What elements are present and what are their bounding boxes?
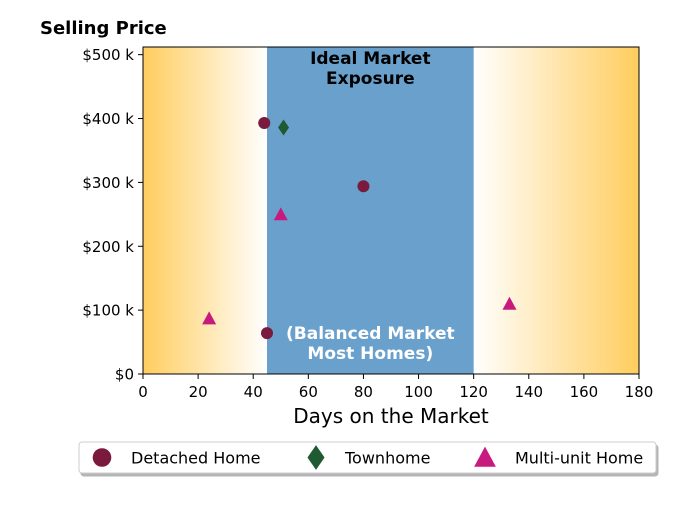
legend: Detached Home Townhome Multi-unit Home: [78, 441, 657, 474]
legend-label: Detached Home: [131, 449, 261, 468]
x-tick-label: 40: [244, 383, 263, 401]
x-tick-label: 100: [404, 383, 433, 401]
circle-legend-marker: [92, 448, 112, 467]
diamond-point: [278, 119, 290, 136]
chart-title: Selling Price: [40, 18, 167, 39]
y-axis: $0 $100 k $200 k $300 k $400 k $500 k: [82, 46, 143, 384]
x-axis: 0 20 40 60 80 100 120 140 160 180: [138, 374, 653, 401]
band-label-top-line: Exposure: [326, 69, 415, 89]
triangle-legend-marker: [474, 446, 496, 467]
circle-point: [258, 117, 271, 130]
right-gradient: [473, 47, 639, 374]
y-tick-label: $100 k: [82, 302, 134, 320]
y-tick-label: $200 k: [82, 238, 134, 256]
x-tick-label: 180: [625, 383, 654, 401]
band-label-bottom-line: Most Homes): [307, 344, 433, 364]
diamond-legend-marker: [307, 445, 325, 470]
data-points: [202, 117, 517, 340]
plot-frame: [142, 46, 640, 375]
triangle-point: [502, 296, 517, 310]
plot-background: [143, 47, 639, 374]
triangle-point: [202, 311, 217, 325]
y-tick-label: $500 k: [82, 46, 134, 64]
band-label-top-line: Ideal Market: [310, 49, 431, 69]
y-tick-label: $300 k: [82, 174, 134, 192]
legend-label: Townhome: [344, 449, 430, 468]
y-tick-label: $0: [115, 366, 134, 384]
band-label-bottom-line: (Balanced Market: [286, 324, 455, 344]
ideal-band-rect: [267, 47, 474, 374]
x-tick-label: 140: [514, 383, 543, 401]
x-tick-label: 120: [459, 383, 488, 401]
x-tick-label: 80: [354, 383, 373, 401]
triangle-point: [273, 207, 288, 221]
legend-label: Multi-unit Home: [515, 449, 643, 468]
x-tick-label: 20: [189, 383, 208, 401]
circle-point: [357, 180, 370, 193]
x-tick-label: 160: [570, 383, 599, 401]
legend-box: [78, 441, 657, 474]
circle-point: [261, 327, 273, 340]
y-tick-label: $400 k: [82, 110, 134, 128]
left-gradient: [143, 47, 267, 374]
x-tick-label: 60: [299, 383, 318, 401]
x-tick-label: 0: [138, 383, 148, 401]
x-axis-title: Days on the Market: [293, 404, 489, 428]
